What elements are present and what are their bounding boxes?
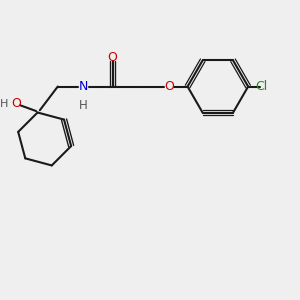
Text: N: N xyxy=(79,80,88,93)
Text: O: O xyxy=(164,80,174,93)
Text: H: H xyxy=(0,99,9,109)
Text: H: H xyxy=(79,99,88,112)
Text: O: O xyxy=(108,51,118,64)
Text: Cl: Cl xyxy=(255,80,267,93)
Text: O: O xyxy=(12,97,22,110)
